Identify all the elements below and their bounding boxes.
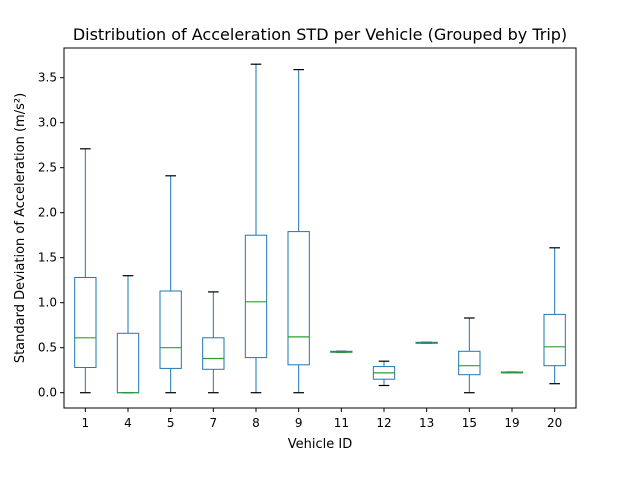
box-body [543,313,566,367]
y-tick-label: 1.5 [38,251,57,265]
box-body [244,234,268,359]
x-tick-label: 19 [504,416,519,430]
x-tick-label: 8 [252,416,260,430]
box-body [287,231,310,366]
y-tick-label: 0.0 [38,386,57,400]
box-body [202,337,225,370]
axes-frame [63,47,577,409]
plot-area: 0.0 0.5 1.0 1.5 2.0 2.5 3.0 3.5 1 4 5 7 8 9 11 12 13 15 19… [38,63,566,430]
box-body [74,277,97,368]
x-tick-label: 15 [462,416,477,430]
x-tick-label: 9 [295,416,303,430]
y-tick-label: 2.5 [38,161,57,175]
y-tick-label: 0.5 [38,341,57,355]
x-tick-label: 11 [334,416,349,430]
x-axis-label: Vehicle ID [288,437,352,452]
box-body [159,290,182,369]
y-tick-label: 2.0 [38,206,57,220]
x-tick-label: 12 [376,416,391,430]
x-tick-label: 5 [167,416,175,430]
chart-title: Distribution of Acceleration STD per Veh… [73,25,567,44]
box-body [458,350,481,376]
x-tick-label: 13 [419,416,434,430]
y-tick-label: 3.5 [38,71,57,85]
x-tick-label: 1 [82,416,90,430]
y-tick-label: 3.0 [38,116,57,130]
y-tick-label: 1.0 [38,296,57,310]
x-tick-label: 20 [547,416,562,430]
x-tick-label: 4 [124,416,132,430]
y-axis-label: Standard Deviation of Acceleration (m/s²… [13,93,28,363]
x-tick-label: 7 [210,416,218,430]
